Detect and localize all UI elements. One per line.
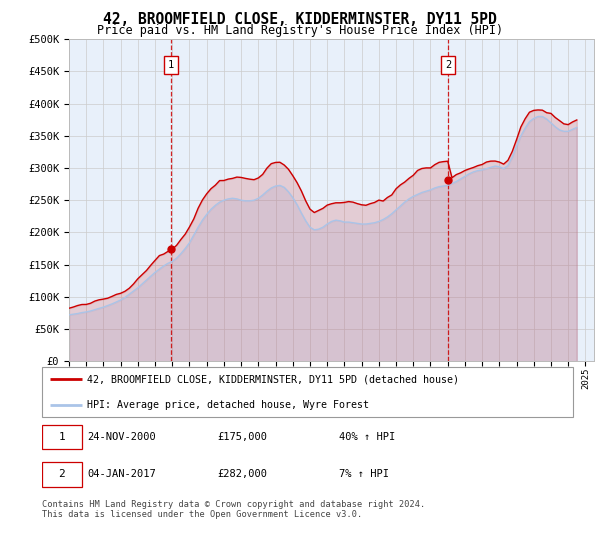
Text: £175,000: £175,000 [217,432,267,442]
Text: 42, BROOMFIELD CLOSE, KIDDERMINSTER, DY11 5PD (detached house): 42, BROOMFIELD CLOSE, KIDDERMINSTER, DY1… [87,375,459,384]
Text: 24-NOV-2000: 24-NOV-2000 [87,432,156,442]
FancyBboxPatch shape [42,367,573,417]
Text: 2: 2 [445,60,451,70]
Text: 04-JAN-2017: 04-JAN-2017 [87,469,156,479]
FancyBboxPatch shape [42,463,82,487]
Text: 40% ↑ HPI: 40% ↑ HPI [340,432,395,442]
Text: 7% ↑ HPI: 7% ↑ HPI [340,469,389,479]
Text: 2: 2 [58,469,65,479]
Text: £282,000: £282,000 [217,469,267,479]
Text: 42, BROOMFIELD CLOSE, KIDDERMINSTER, DY11 5PD: 42, BROOMFIELD CLOSE, KIDDERMINSTER, DY1… [103,12,497,27]
Text: Price paid vs. HM Land Registry's House Price Index (HPI): Price paid vs. HM Land Registry's House … [97,24,503,37]
Text: Contains HM Land Registry data © Crown copyright and database right 2024.
This d: Contains HM Land Registry data © Crown c… [42,500,425,519]
Text: HPI: Average price, detached house, Wyre Forest: HPI: Average price, detached house, Wyre… [87,400,369,409]
Text: 1: 1 [58,432,65,442]
Text: 1: 1 [168,60,174,70]
FancyBboxPatch shape [42,424,82,449]
